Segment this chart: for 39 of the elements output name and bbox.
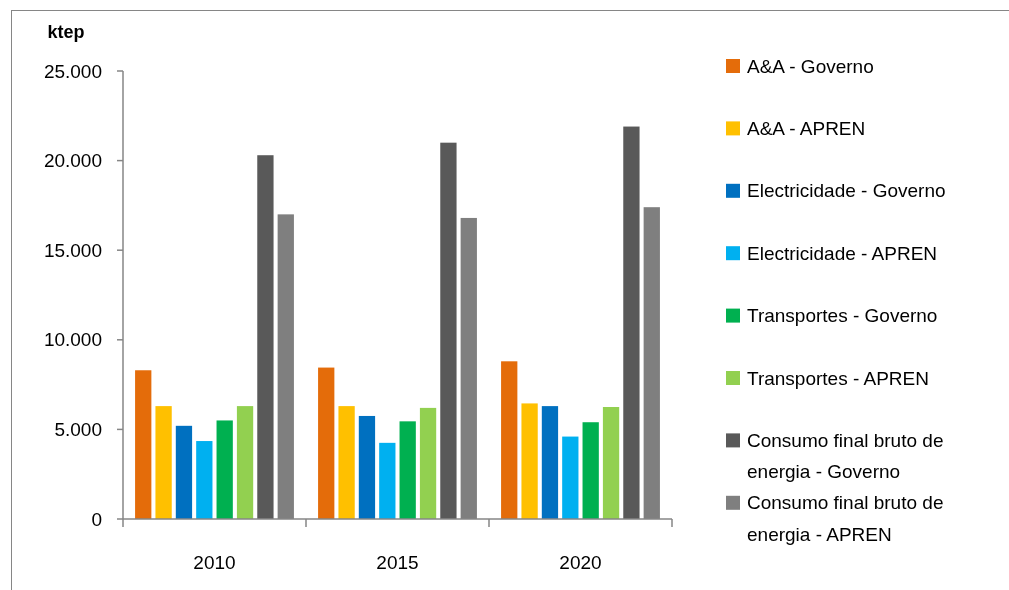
x-tick-label: 2010 [193,551,236,573]
legend-label: Transportes - APREN [747,367,929,389]
legend-label: Consumo final bruto de energia - Governo [747,429,944,483]
bar [358,415,376,519]
bar [541,406,559,519]
bar [257,155,274,519]
bar [196,441,213,519]
y-tick-label: 5.000 [54,418,102,440]
legend-label: A&A - Governo [747,55,874,77]
bar [399,421,416,519]
y-tick-label: 20.000 [43,150,102,172]
bar [155,406,172,519]
x-tick-label: 2020 [559,551,602,573]
y-axis-title: ktep [47,22,85,42]
bar [135,370,152,519]
bar [602,407,620,519]
bar [501,361,518,519]
bar [419,407,437,519]
bar [175,425,193,519]
bar [379,442,396,519]
y-tick-label: 10.000 [43,329,102,351]
bar [582,422,599,519]
bar [318,367,335,519]
legend-label: Electricidade - APREN [747,242,938,264]
x-tick-label: 2015 [376,551,419,573]
bar [440,142,457,519]
legend-label: Transportes - Governo [747,305,938,327]
bar [521,403,538,519]
bar [338,406,355,519]
legend-label: Electricidade - Governo [747,180,946,202]
bar [623,126,640,519]
y-tick-label: 25.000 [43,60,102,82]
y-tick-label: 0 [91,508,102,530]
bar [236,406,254,519]
y-tick-label: 15.000 [43,239,102,261]
bar [216,420,233,519]
bar [562,436,579,519]
legend-label: A&A - APREN [747,117,866,139]
legend-label: Consumo final bruto de energia - APREN [747,492,944,545]
